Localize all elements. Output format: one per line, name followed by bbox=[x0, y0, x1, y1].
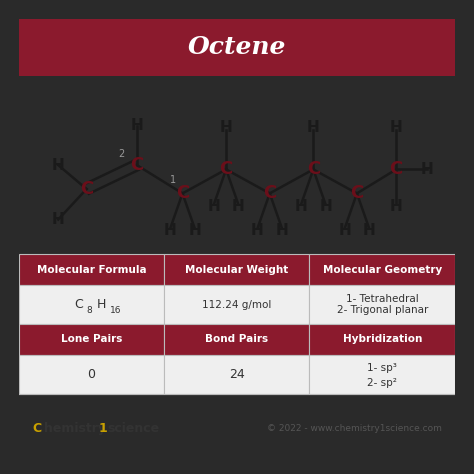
Bar bbox=[19, 19, 455, 76]
Text: 16: 16 bbox=[110, 306, 121, 315]
Text: C: C bbox=[390, 160, 403, 178]
Text: Molecular Weight: Molecular Weight bbox=[185, 264, 288, 275]
Text: H: H bbox=[97, 298, 106, 311]
Text: 1- Tetrahedral
2- Trigonal planar: 1- Tetrahedral 2- Trigonal planar bbox=[337, 294, 428, 315]
Text: H: H bbox=[338, 223, 351, 238]
Text: C: C bbox=[74, 298, 83, 311]
Text: H: H bbox=[52, 157, 64, 173]
Text: H: H bbox=[319, 199, 332, 214]
Text: 0: 0 bbox=[88, 368, 96, 381]
Text: Hybridization: Hybridization bbox=[343, 335, 422, 345]
Text: C: C bbox=[32, 422, 41, 436]
Bar bbox=[310, 255, 455, 285]
Text: C: C bbox=[263, 184, 276, 202]
Bar bbox=[164, 255, 310, 285]
Bar bbox=[164, 355, 310, 394]
Text: H: H bbox=[390, 199, 402, 214]
Text: H: H bbox=[220, 120, 232, 136]
Text: H: H bbox=[208, 199, 220, 214]
Text: C: C bbox=[176, 184, 189, 202]
Text: H: H bbox=[188, 223, 201, 238]
Text: 112.24 g/mol: 112.24 g/mol bbox=[202, 300, 272, 310]
Text: Octene: Octene bbox=[188, 35, 286, 59]
Text: H: H bbox=[275, 223, 288, 238]
Bar bbox=[19, 285, 164, 324]
Bar bbox=[164, 324, 310, 355]
Bar bbox=[19, 255, 164, 285]
Text: C: C bbox=[307, 160, 320, 178]
Text: H: H bbox=[251, 223, 264, 238]
Text: 1- sp³: 1- sp³ bbox=[367, 363, 397, 373]
Text: 1: 1 bbox=[170, 175, 176, 185]
Text: 2: 2 bbox=[118, 149, 125, 159]
Text: Molecular Formula: Molecular Formula bbox=[37, 264, 146, 275]
Bar bbox=[310, 324, 455, 355]
Text: 1: 1 bbox=[99, 422, 108, 436]
Text: © 2022 - www.chemistry1science.com: © 2022 - www.chemistry1science.com bbox=[267, 424, 442, 433]
Bar bbox=[19, 324, 164, 355]
Text: H: H bbox=[164, 223, 177, 238]
Text: 2- sp²: 2- sp² bbox=[367, 378, 397, 388]
Bar bbox=[310, 355, 455, 394]
Text: 8: 8 bbox=[86, 306, 92, 315]
Text: H: H bbox=[420, 162, 433, 177]
Text: C: C bbox=[219, 160, 233, 178]
Text: C: C bbox=[350, 184, 364, 202]
Text: H: H bbox=[130, 118, 143, 133]
Text: Lone Pairs: Lone Pairs bbox=[61, 335, 122, 345]
Text: H: H bbox=[295, 199, 308, 214]
Text: Molecular Geometry: Molecular Geometry bbox=[323, 264, 442, 275]
Text: hemistry: hemistry bbox=[44, 422, 106, 436]
Bar bbox=[310, 285, 455, 324]
Bar bbox=[19, 355, 164, 394]
Text: C: C bbox=[80, 180, 93, 198]
Text: science: science bbox=[108, 422, 160, 436]
Text: C: C bbox=[130, 156, 143, 174]
Bar bbox=[164, 285, 310, 324]
Text: H: H bbox=[307, 120, 319, 136]
Text: H: H bbox=[232, 199, 245, 214]
Text: H: H bbox=[52, 212, 64, 227]
Text: H: H bbox=[390, 120, 402, 136]
Text: H: H bbox=[363, 223, 375, 238]
Text: 24: 24 bbox=[229, 368, 245, 381]
Text: Bond Pairs: Bond Pairs bbox=[205, 335, 268, 345]
